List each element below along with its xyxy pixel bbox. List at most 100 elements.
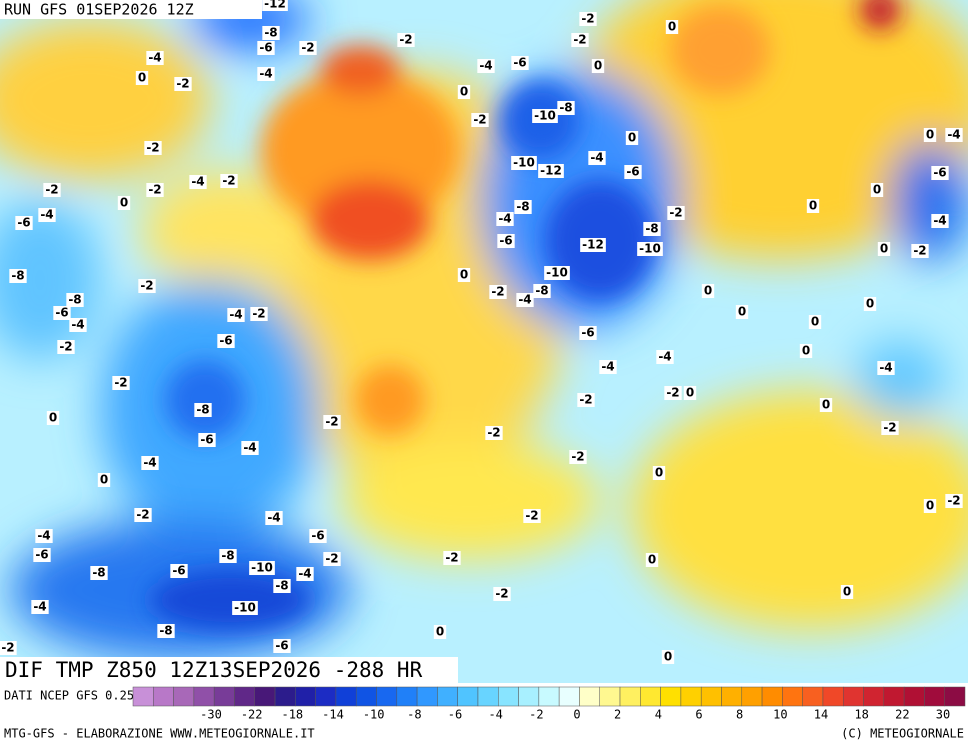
footer-right: (C) METEOGIORNALE <box>841 727 964 741</box>
legend-tick-label: 2 <box>614 708 621 722</box>
legend-swatch <box>274 686 296 707</box>
contour-label: -6 <box>581 326 594 340</box>
legend-swatch <box>437 686 458 707</box>
contour-label: -2 <box>222 174 235 188</box>
contour-label: -4 <box>947 128 960 142</box>
contour-label: -2 <box>1 641 14 655</box>
contour-label-box <box>863 297 877 311</box>
contour-label-box <box>511 156 537 170</box>
contour-label: -2 <box>947 494 960 508</box>
contour-label-box <box>870 183 884 197</box>
contour-label-box <box>31 600 49 614</box>
contour-label-box <box>273 579 291 593</box>
contour-label: -2 <box>491 285 504 299</box>
contour-label: 0 <box>460 85 468 99</box>
contour-label: 0 <box>664 650 672 664</box>
contour-label-box <box>571 33 589 47</box>
field-label: DIF TMP Z850 12Z13SEP2026 -288 HR <box>5 658 423 682</box>
contour-label-box <box>489 285 507 299</box>
contour-label: 0 <box>100 473 108 487</box>
legend-swatch <box>376 686 398 707</box>
legend-swatch <box>640 686 661 707</box>
contour-label: -2 <box>495 587 508 601</box>
contour-label: -4 <box>37 529 50 543</box>
contour-label-box <box>591 59 605 73</box>
contour-label-box <box>701 284 715 298</box>
contour-label-box <box>323 415 341 429</box>
contour-label: -2 <box>301 41 314 55</box>
contour-label: 0 <box>873 183 881 197</box>
legend-swatch <box>335 686 357 707</box>
legend-swatch <box>132 686 154 707</box>
legend-tick-label: 6 <box>695 708 702 722</box>
contour-label: 0 <box>802 344 810 358</box>
contour-label-box <box>735 305 749 319</box>
contour-label-box <box>232 601 258 615</box>
contour-label: -4 <box>40 208 53 222</box>
legend-tick-label: 0 <box>573 708 580 722</box>
contour-label: -4 <box>191 175 204 189</box>
contour-label-box <box>665 20 679 34</box>
legend-swatch <box>660 686 682 707</box>
footer-left: MTG-GFS - ELABORAZIONE WWW.METEOGIORNALE… <box>4 727 315 741</box>
contour-label: -2 <box>666 386 679 400</box>
contour-label-box <box>808 315 822 329</box>
legend-tick-label: 8 <box>736 708 743 722</box>
contour-label: -6 <box>626 165 639 179</box>
contour-label: -10 <box>234 601 256 615</box>
field-cores <box>150 0 900 630</box>
contour-label-box <box>57 340 75 354</box>
contour-label: 0 <box>460 268 468 282</box>
contour-label-box <box>90 566 108 580</box>
run-title: RUN GFS 01SEP2026 12Z <box>4 1 194 19</box>
contour-label-box <box>135 71 149 85</box>
contour-label-box <box>945 494 963 508</box>
legend-swatch <box>416 686 438 707</box>
contour-label-box <box>43 183 61 197</box>
contour-label: -4 <box>143 456 156 470</box>
legend-swatch <box>234 686 256 707</box>
contour-label-box <box>683 386 697 400</box>
contour-label-box <box>141 456 159 470</box>
contour-label: -6 <box>35 548 48 562</box>
contour-label: -2 <box>487 426 500 440</box>
contour-label-box <box>496 212 514 226</box>
legend-swatch <box>355 686 377 707</box>
contour-label-box <box>194 403 212 417</box>
contour-label: 0 <box>436 625 444 639</box>
contour-label: -2 <box>913 244 926 258</box>
contour-label-box <box>544 266 570 280</box>
contour-label: 0 <box>880 242 888 256</box>
contour-label: -12 <box>540 164 562 178</box>
contour-label: 0 <box>866 297 874 311</box>
contour-label: -6 <box>200 433 213 447</box>
contour-label-box <box>511 56 529 70</box>
contour-label-box <box>189 175 207 189</box>
contour-label: -6 <box>513 56 526 70</box>
contour-label: -8 <box>559 101 572 115</box>
contour-label: -8 <box>92 566 105 580</box>
contour-label-box <box>273 639 291 653</box>
legend-swatch <box>741 686 763 707</box>
contour-label-box <box>219 549 237 563</box>
contour-label: -4 <box>229 308 242 322</box>
contour-label-box <box>296 567 314 581</box>
legend-swatch <box>924 686 945 707</box>
contour-label-box <box>579 12 597 26</box>
contour-label: 0 <box>120 196 128 210</box>
contour-label: -8 <box>645 222 658 236</box>
map-field: -12 -8 -6 -2 -4 -4 0 -2 -2 -2 -2 0 0 -4 -6 0 -8 -10 -2 0 0 -4… <box>0 0 968 683</box>
contour-label: -2 <box>176 77 189 91</box>
contour-label-box <box>138 279 156 293</box>
contour-label: 0 <box>138 71 146 85</box>
contour-label: -4 <box>879 361 892 375</box>
contour-label-box <box>516 293 534 307</box>
contour-label-box <box>144 141 162 155</box>
contour-label-box <box>112 376 130 390</box>
contour-label-box <box>146 183 164 197</box>
contour-label-box <box>643 222 661 236</box>
contour-label: -8 <box>11 269 24 283</box>
contour-label-box <box>241 441 259 455</box>
legend-swatch <box>883 686 905 707</box>
legend-tick-label: -4 <box>488 708 502 722</box>
